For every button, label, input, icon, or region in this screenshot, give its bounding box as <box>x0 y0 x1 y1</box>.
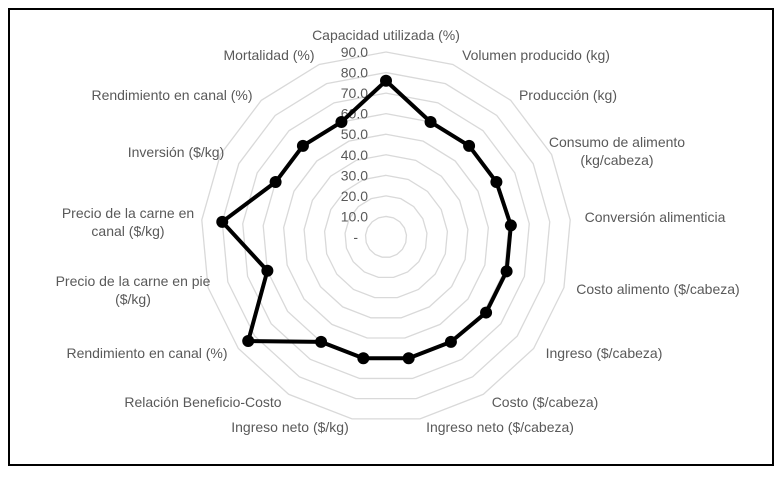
category-label: Inversión ($/kg) <box>128 144 224 160</box>
category-label: Conversión alimenticia <box>585 209 726 225</box>
category-label: Relación Beneficio-Costo <box>124 394 281 410</box>
grid-ring <box>221 71 551 400</box>
data-point <box>380 74 392 87</box>
category-label-line: Costo alimento ($/cabeza) <box>576 281 739 297</box>
data-point <box>424 115 437 128</box>
axis-tick-label: 50.0 <box>341 126 368 142</box>
data-point <box>242 335 255 348</box>
grid-ring <box>364 215 408 258</box>
category-label-line: Conversión alimenticia <box>585 209 726 225</box>
data-point <box>490 176 503 189</box>
axis-tick-label: 90.0 <box>341 44 368 60</box>
category-label-line: Precio de la carne en pie <box>56 273 211 289</box>
category-label-line: Ingreso neto ($/kg) <box>231 419 349 435</box>
axis-tick-label: 20.0 <box>341 188 368 204</box>
data-point <box>335 115 348 128</box>
data-point <box>357 352 370 365</box>
category-label-line: Consumo de alimento <box>549 134 685 150</box>
category-label: Ingreso neto ($/cabeza) <box>426 419 574 435</box>
grid-ring <box>283 133 489 339</box>
category-label-line: Rendimiento en canal (%) <box>66 345 227 361</box>
category-label-line: Rendimiento en canal (%) <box>91 87 252 103</box>
data-point <box>500 265 513 278</box>
grid-ring <box>242 92 530 380</box>
category-label: Precio de la carne en pie ($/kg) <box>56 273 211 307</box>
data-point <box>463 139 476 152</box>
grid-ring <box>201 51 571 420</box>
category-label: Precio de la carne en canal ($/kg) <box>62 205 194 239</box>
category-label-line: (kg/cabeza) <box>580 152 653 168</box>
category-label: Producción (kg) <box>519 87 617 103</box>
category-label: Ingreso neto ($/kg) <box>231 419 349 435</box>
axis-tick-label: - <box>353 229 358 245</box>
data-point <box>444 335 457 348</box>
category-label-line: Ingreso ($/cabeza) <box>546 345 663 361</box>
category-label-line: Costo ($/cabeza) <box>492 394 599 410</box>
chart-frame <box>8 8 774 466</box>
axis-tick-label: 80.0 <box>341 65 368 81</box>
category-label-line: Relación Beneficio-Costo <box>124 394 281 410</box>
category-label-line: Capacidad utilizada (%) <box>312 27 460 43</box>
category-label: Volumen producido (kg) <box>462 47 610 63</box>
data-point <box>402 352 415 365</box>
category-label-line: Precio de la carne en <box>62 205 194 221</box>
grid-ring <box>344 195 428 279</box>
grid-ring <box>303 154 469 319</box>
data-point <box>315 335 328 348</box>
category-label: Ingreso ($/cabeza) <box>546 345 663 361</box>
category-label: Capacidad utilizada (%) <box>312 27 460 43</box>
category-label-line: canal ($/kg) <box>91 223 164 239</box>
category-label-line: Producción (kg) <box>519 87 617 103</box>
category-label: Costo ($/cabeza) <box>492 394 599 410</box>
category-label-line: ($/kg) <box>115 291 151 307</box>
category-label: Consumo de alimento (kg/cabeza) <box>549 134 685 168</box>
series-line <box>220 78 513 361</box>
grid-ring <box>323 174 449 299</box>
category-label: Rendimiento en canal (%) <box>66 345 227 361</box>
data-point <box>504 219 517 232</box>
axis-tick-label: 40.0 <box>341 147 368 163</box>
axis-tick-label: 30.0 <box>341 167 368 183</box>
axis-tick-label: 10.0 <box>341 208 368 224</box>
data-point <box>296 139 309 152</box>
data-point <box>216 215 229 228</box>
category-label-line: Mortalidad (%) <box>223 47 314 63</box>
category-label-line: Volumen producido (kg) <box>462 47 610 63</box>
axis-tick-label: 70.0 <box>341 85 368 101</box>
data-point <box>480 306 493 319</box>
data-point <box>269 176 282 189</box>
category-label: Costo alimento ($/cabeza) <box>576 281 739 297</box>
category-label: Rendimiento en canal (%) <box>91 87 252 103</box>
category-label-line: Inversión ($/kg) <box>128 144 224 160</box>
category-label-line: Ingreso neto ($/cabeza) <box>426 419 574 435</box>
data-point <box>261 264 274 277</box>
category-label: Mortalidad (%) <box>223 47 314 63</box>
